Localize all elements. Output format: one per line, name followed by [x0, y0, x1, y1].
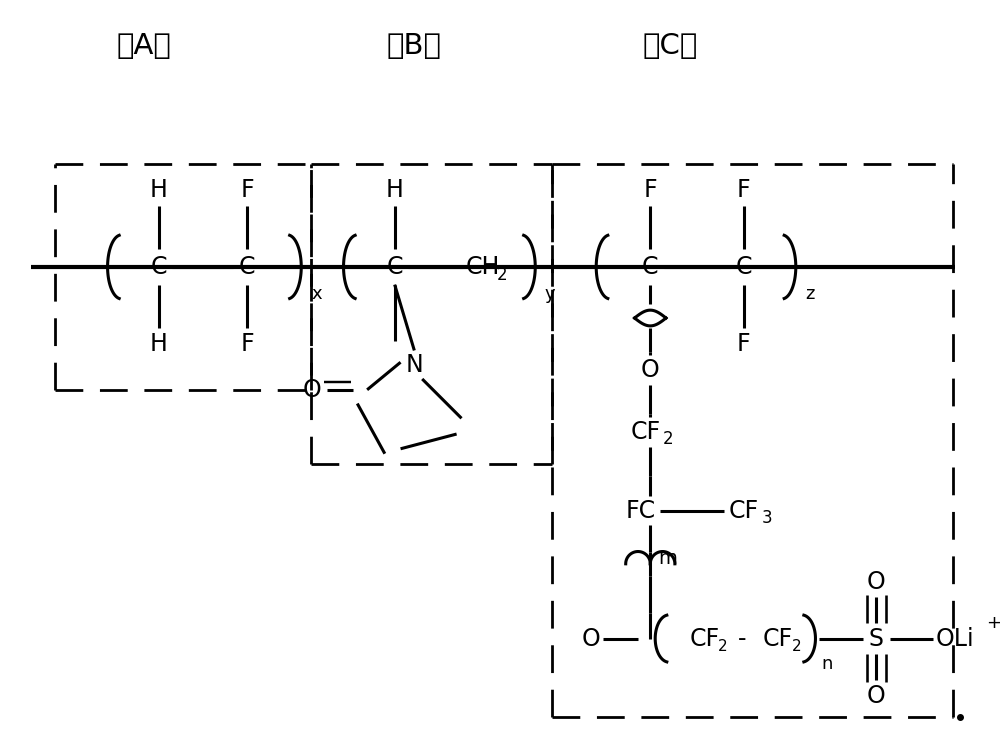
- Text: 2: 2: [792, 639, 801, 654]
- Text: C: C: [642, 255, 659, 279]
- Text: C: C: [386, 255, 403, 279]
- Text: 2: 2: [497, 266, 508, 284]
- Text: （A）: （A）: [117, 32, 171, 60]
- Text: CF: CF: [729, 499, 759, 522]
- Text: +: +: [987, 614, 1000, 632]
- Text: OLi: OLi: [936, 627, 974, 651]
- Text: F: F: [240, 331, 254, 356]
- Text: 2: 2: [718, 639, 728, 654]
- Text: （C）: （C）: [642, 32, 698, 60]
- Text: FC: FC: [625, 499, 656, 522]
- Text: （B）: （B）: [387, 32, 442, 60]
- Text: F: F: [737, 331, 751, 356]
- Text: CH: CH: [466, 255, 500, 279]
- Text: CF: CF: [630, 420, 660, 444]
- Text: y: y: [544, 285, 555, 304]
- Text: H: H: [386, 178, 404, 202]
- Text: C: C: [735, 255, 752, 279]
- Text: F: F: [240, 178, 254, 202]
- Text: H: H: [150, 331, 168, 356]
- Text: C: C: [150, 255, 167, 279]
- Text: O: O: [641, 358, 660, 382]
- Text: -: -: [737, 627, 746, 651]
- Text: CF: CF: [763, 627, 793, 651]
- Text: N: N: [405, 353, 423, 378]
- Text: S: S: [869, 627, 884, 651]
- Text: F: F: [737, 178, 751, 202]
- Text: z: z: [806, 285, 815, 304]
- Text: 3: 3: [761, 509, 772, 526]
- Text: O: O: [867, 569, 886, 593]
- Text: C: C: [239, 255, 255, 279]
- Text: m: m: [658, 550, 677, 569]
- Text: O: O: [867, 683, 886, 707]
- Text: CF: CF: [689, 627, 719, 651]
- Text: F: F: [643, 178, 657, 202]
- Text: n: n: [821, 655, 833, 673]
- Text: x: x: [311, 285, 322, 304]
- Text: H: H: [150, 178, 168, 202]
- Text: O: O: [582, 627, 601, 651]
- Text: O: O: [303, 378, 321, 402]
- Text: 2: 2: [663, 430, 674, 448]
